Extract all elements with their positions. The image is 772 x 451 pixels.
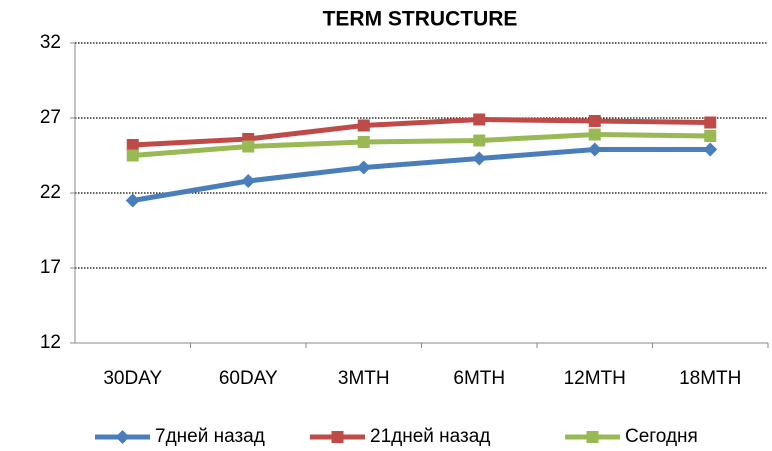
marker — [587, 142, 602, 157]
marker — [125, 193, 140, 208]
x-tick-label: 3MTH — [338, 368, 390, 389]
series-line — [132, 132, 711, 158]
marker — [473, 113, 486, 126]
y-tick-label: 12 — [40, 332, 61, 353]
marker — [704, 116, 717, 129]
series-line — [132, 147, 711, 203]
marker — [357, 136, 370, 148]
marker — [126, 139, 139, 151]
legend-label: Сегодня — [625, 426, 698, 447]
x-tick-label: 18MTH — [679, 368, 741, 389]
legend-label: 21дней назад — [370, 426, 490, 447]
marker — [473, 134, 486, 147]
marker — [357, 119, 370, 132]
marker — [586, 431, 599, 443]
y-tick-label: 22 — [40, 182, 61, 203]
marker — [241, 174, 256, 188]
x-tick-label: 12MTH — [564, 368, 626, 389]
series-line — [132, 117, 711, 148]
marker — [472, 151, 487, 166]
x-tick-label: 30DAY — [103, 368, 162, 389]
marker — [356, 160, 371, 175]
x-tick-label: 6MTH — [453, 368, 505, 389]
marker — [126, 149, 139, 162]
marker — [703, 142, 718, 157]
y-tick-label: 17 — [40, 257, 61, 278]
y-tick-label: 27 — [40, 107, 61, 128]
chart-title: TERM STRUCTURE — [323, 8, 518, 31]
legend-label: 7дней назад — [155, 426, 265, 447]
marker — [588, 128, 601, 141]
marker — [115, 430, 130, 444]
marker — [704, 130, 717, 142]
marker — [588, 115, 601, 127]
y-tick-label: 32 — [40, 32, 61, 53]
marker — [242, 140, 255, 153]
marker — [331, 431, 344, 443]
x-tick-label: 60DAY — [219, 368, 278, 389]
